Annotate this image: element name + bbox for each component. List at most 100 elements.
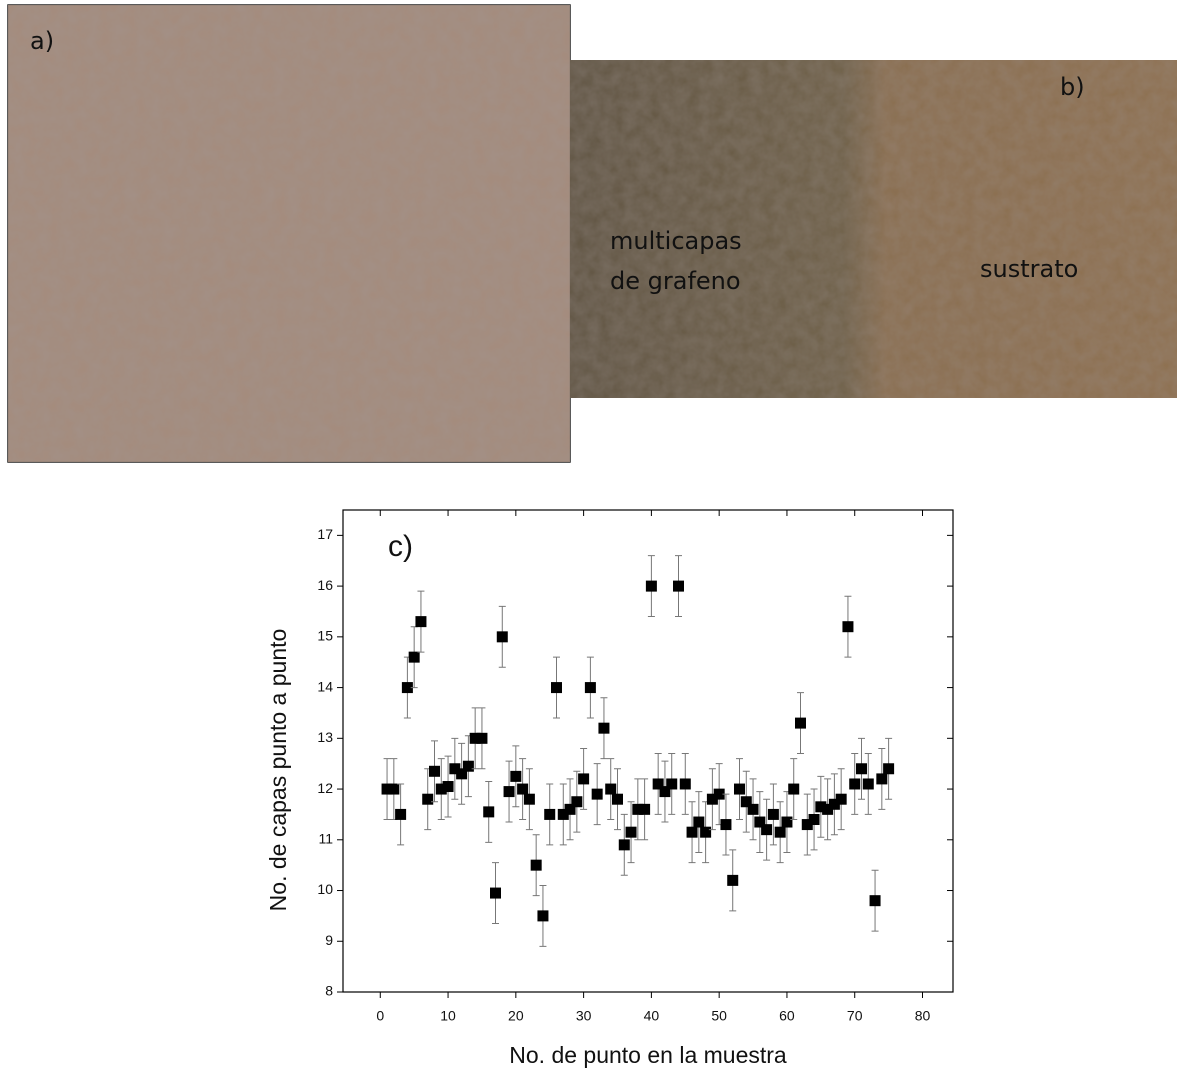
point <box>632 803 644 815</box>
point <box>713 788 725 800</box>
y-axis-label: No. de capas punto a punto <box>265 629 291 912</box>
y-tick-label: 14 <box>317 678 333 694</box>
point <box>856 763 867 775</box>
point <box>639 803 651 815</box>
point <box>388 783 400 795</box>
y-tick-label: 8 <box>325 983 333 999</box>
point <box>422 793 434 805</box>
point <box>564 803 576 815</box>
point <box>401 682 413 694</box>
point <box>842 621 854 633</box>
photo-b-label: b) <box>1060 73 1085 101</box>
point <box>483 806 495 818</box>
point <box>517 783 529 795</box>
point <box>808 813 820 825</box>
panel-label: c) <box>388 530 413 563</box>
point <box>700 826 712 838</box>
point <box>510 770 522 782</box>
point <box>415 616 427 628</box>
point <box>435 783 447 795</box>
point <box>781 816 793 828</box>
point <box>767 808 779 820</box>
point <box>727 874 739 886</box>
photo-a-texture <box>8 5 570 462</box>
x-tick-label: 50 <box>711 1008 727 1024</box>
point <box>578 773 590 785</box>
point <box>774 826 786 838</box>
point <box>659 786 671 798</box>
point <box>476 732 488 744</box>
x-tick-label: 20 <box>508 1008 524 1024</box>
point <box>591 788 603 800</box>
point <box>788 783 800 795</box>
point <box>462 760 474 772</box>
point <box>801 819 813 831</box>
point <box>822 803 834 815</box>
point <box>869 895 881 907</box>
point <box>429 765 440 777</box>
point <box>544 808 556 820</box>
point <box>537 910 549 922</box>
point <box>551 682 562 694</box>
point <box>754 816 766 828</box>
y-tick-label: 16 <box>317 577 333 593</box>
point <box>469 732 481 744</box>
point <box>645 580 657 592</box>
point <box>815 801 827 813</box>
point <box>605 783 617 795</box>
y-tick-label: 10 <box>317 881 333 897</box>
point <box>761 824 773 836</box>
y-tick-label: 12 <box>317 780 333 796</box>
point <box>693 816 705 828</box>
photo-b: b) multicapas de grafeno sustrato <box>570 60 1177 398</box>
point <box>625 826 637 838</box>
point <box>835 793 847 805</box>
point <box>652 778 664 790</box>
chart: c) No. de punto en la muestra No. de cap… <box>265 509 954 1068</box>
point <box>571 796 583 808</box>
point <box>408 651 420 663</box>
y-tick-label: 17 <box>317 526 333 542</box>
point <box>598 722 610 734</box>
y-tick-label: 11 <box>318 830 333 846</box>
point <box>612 793 623 805</box>
point <box>720 819 732 831</box>
point <box>686 826 698 838</box>
x-tick-label: 30 <box>576 1008 592 1024</box>
point <box>584 682 596 694</box>
point <box>862 778 874 790</box>
y-tick-label: 15 <box>317 628 333 644</box>
point <box>456 768 468 780</box>
point <box>523 793 535 805</box>
y-tick-label: 9 <box>325 932 333 948</box>
point <box>395 808 407 820</box>
point <box>666 778 678 790</box>
point <box>740 796 752 808</box>
photo-b-text: sustrato <box>980 255 1078 283</box>
y-tick-label: 13 <box>317 729 333 745</box>
photo-a: a) <box>7 4 571 463</box>
x-tick-label: 60 <box>779 1008 795 1024</box>
point <box>381 783 393 795</box>
point <box>706 793 718 805</box>
photo-a-label: a) <box>30 27 54 55</box>
point <box>503 786 515 798</box>
plot-frame <box>342 509 954 993</box>
point <box>747 803 759 815</box>
x-tick-label: 10 <box>440 1008 456 1024</box>
point <box>530 859 542 871</box>
point <box>618 839 630 851</box>
point <box>673 580 684 592</box>
point <box>734 783 745 795</box>
point <box>442 781 454 793</box>
point <box>883 763 895 775</box>
x-axis-label: No. de punto en la muestra <box>509 1042 787 1068</box>
point <box>679 778 691 790</box>
point <box>828 798 840 810</box>
point <box>795 717 806 729</box>
point <box>557 808 569 820</box>
photo-b-texture <box>570 60 1177 398</box>
x-tick-label: 80 <box>915 1008 931 1024</box>
x-tick-label: 0 <box>376 1008 384 1024</box>
